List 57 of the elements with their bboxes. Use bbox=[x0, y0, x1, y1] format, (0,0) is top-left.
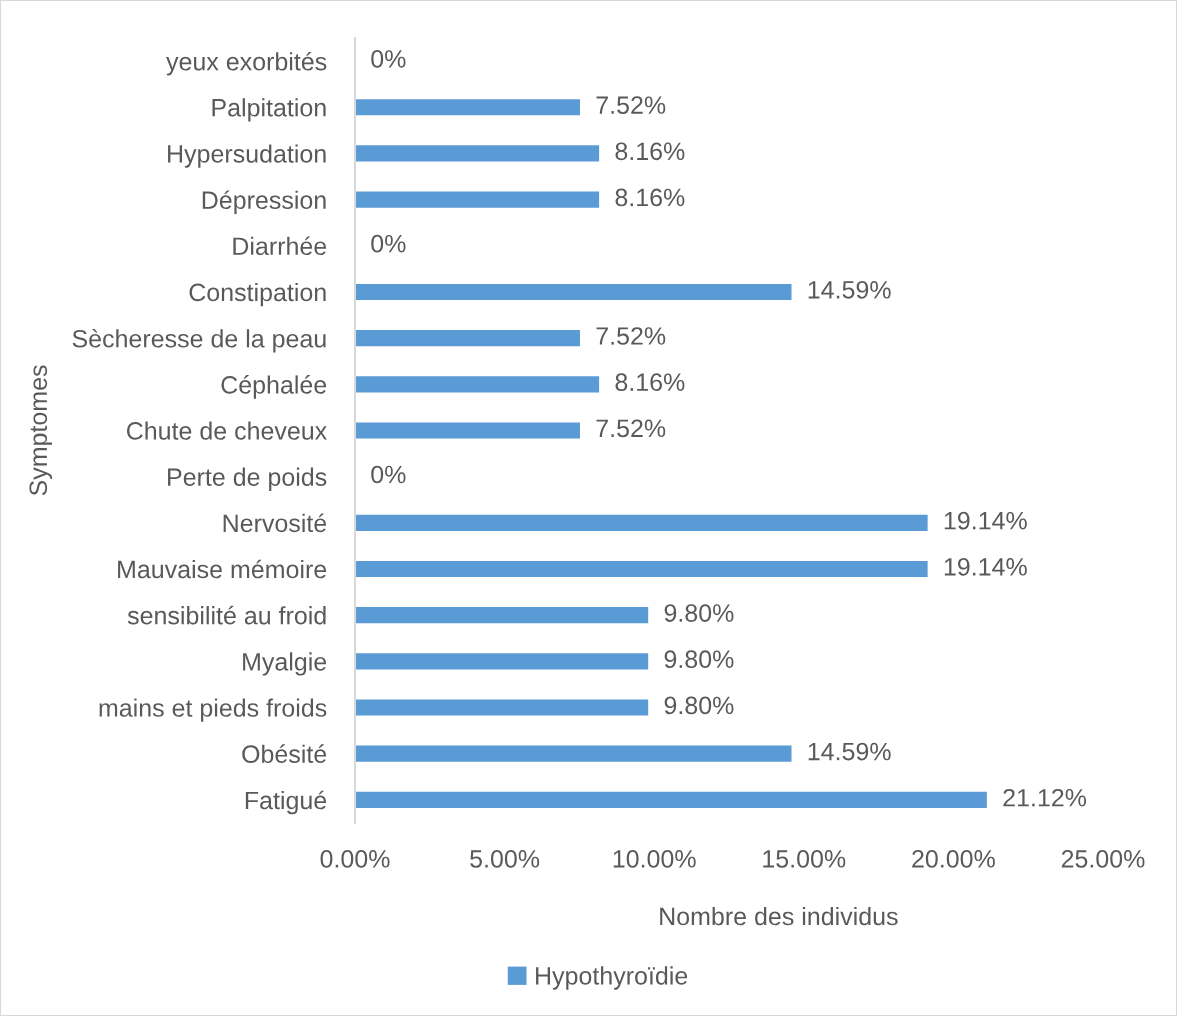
bar bbox=[354, 376, 600, 393]
y-axis-title: Symptomes bbox=[29, 365, 53, 496]
x-axis-title: Nombre des individus bbox=[660, 906, 898, 926]
y-tick-label: Hypersudation bbox=[168, 144, 326, 168]
bar bbox=[354, 99, 580, 116]
data-label: 9.80% bbox=[664, 650, 734, 669]
y-tick-label: Perte de poids bbox=[168, 467, 327, 491]
bar bbox=[354, 422, 580, 439]
bar bbox=[354, 145, 600, 162]
y-tick-label: Myalgie bbox=[243, 652, 327, 676]
bar bbox=[354, 560, 928, 578]
y-tick-label: Fatigué bbox=[245, 790, 327, 815]
data-label: 19.14% bbox=[944, 558, 1027, 576]
y-tick-label: yeux exorbités bbox=[166, 51, 327, 76]
y-tick-label: Dépression bbox=[202, 190, 326, 214]
x-tick-label: 25.00% bbox=[1061, 850, 1145, 868]
data-label: 8.16% bbox=[615, 142, 685, 161]
x-tick-label: 15.00% bbox=[763, 850, 846, 868]
data-label: 0% bbox=[371, 50, 406, 68]
y-tick-label: Céphalée bbox=[221, 375, 327, 399]
y-tick-label: Nervosité bbox=[223, 513, 327, 533]
bar bbox=[354, 653, 649, 670]
bar bbox=[354, 283, 792, 301]
y-tick-label: Chute de cheveux bbox=[126, 421, 327, 440]
x-tick-label: 20.00% bbox=[912, 850, 995, 868]
y-tick-label: Obésité bbox=[242, 744, 327, 763]
bar bbox=[354, 191, 600, 208]
data-label: 0% bbox=[371, 465, 406, 484]
bar bbox=[354, 607, 649, 624]
data-label: 14.59% bbox=[808, 280, 891, 299]
y-tick-label: sensibilité au froid bbox=[127, 605, 326, 625]
data-label: 8.16% bbox=[615, 188, 685, 207]
y-tick-label: Diarrhée bbox=[233, 236, 327, 256]
data-label: 19.14% bbox=[944, 511, 1027, 530]
data-label: 7.52% bbox=[596, 96, 666, 114]
legend-label: Hypothyroïdie bbox=[536, 966, 688, 990]
bar bbox=[354, 791, 987, 808]
bar bbox=[354, 699, 649, 716]
data-label: 21.12% bbox=[1003, 788, 1087, 807]
data-label: 7.52% bbox=[596, 327, 666, 345]
y-tick-label: Sècheresse de la peau bbox=[72, 328, 326, 353]
bar bbox=[354, 330, 580, 347]
data-label: 9.80% bbox=[664, 604, 734, 622]
x-tick-label: 10.00% bbox=[613, 850, 696, 868]
data-label: 7.52% bbox=[596, 419, 666, 438]
x-tick-label: 0.00% bbox=[320, 850, 390, 868]
y-tick-label: Palpitation bbox=[212, 98, 326, 122]
x-tick-label: 5.00% bbox=[470, 850, 540, 868]
data-label: 8.16% bbox=[615, 373, 685, 392]
bar bbox=[354, 514, 928, 531]
y-tick-label: mains et pieds froids bbox=[99, 698, 327, 722]
data-label: 9.80% bbox=[664, 696, 734, 715]
y-tick-label: Constipation bbox=[189, 282, 326, 307]
bar bbox=[354, 745, 792, 762]
data-label: 14.59% bbox=[808, 742, 891, 761]
y-tick-label: Mauvaise mémoire bbox=[118, 559, 327, 579]
data-label: 0% bbox=[371, 234, 406, 253]
